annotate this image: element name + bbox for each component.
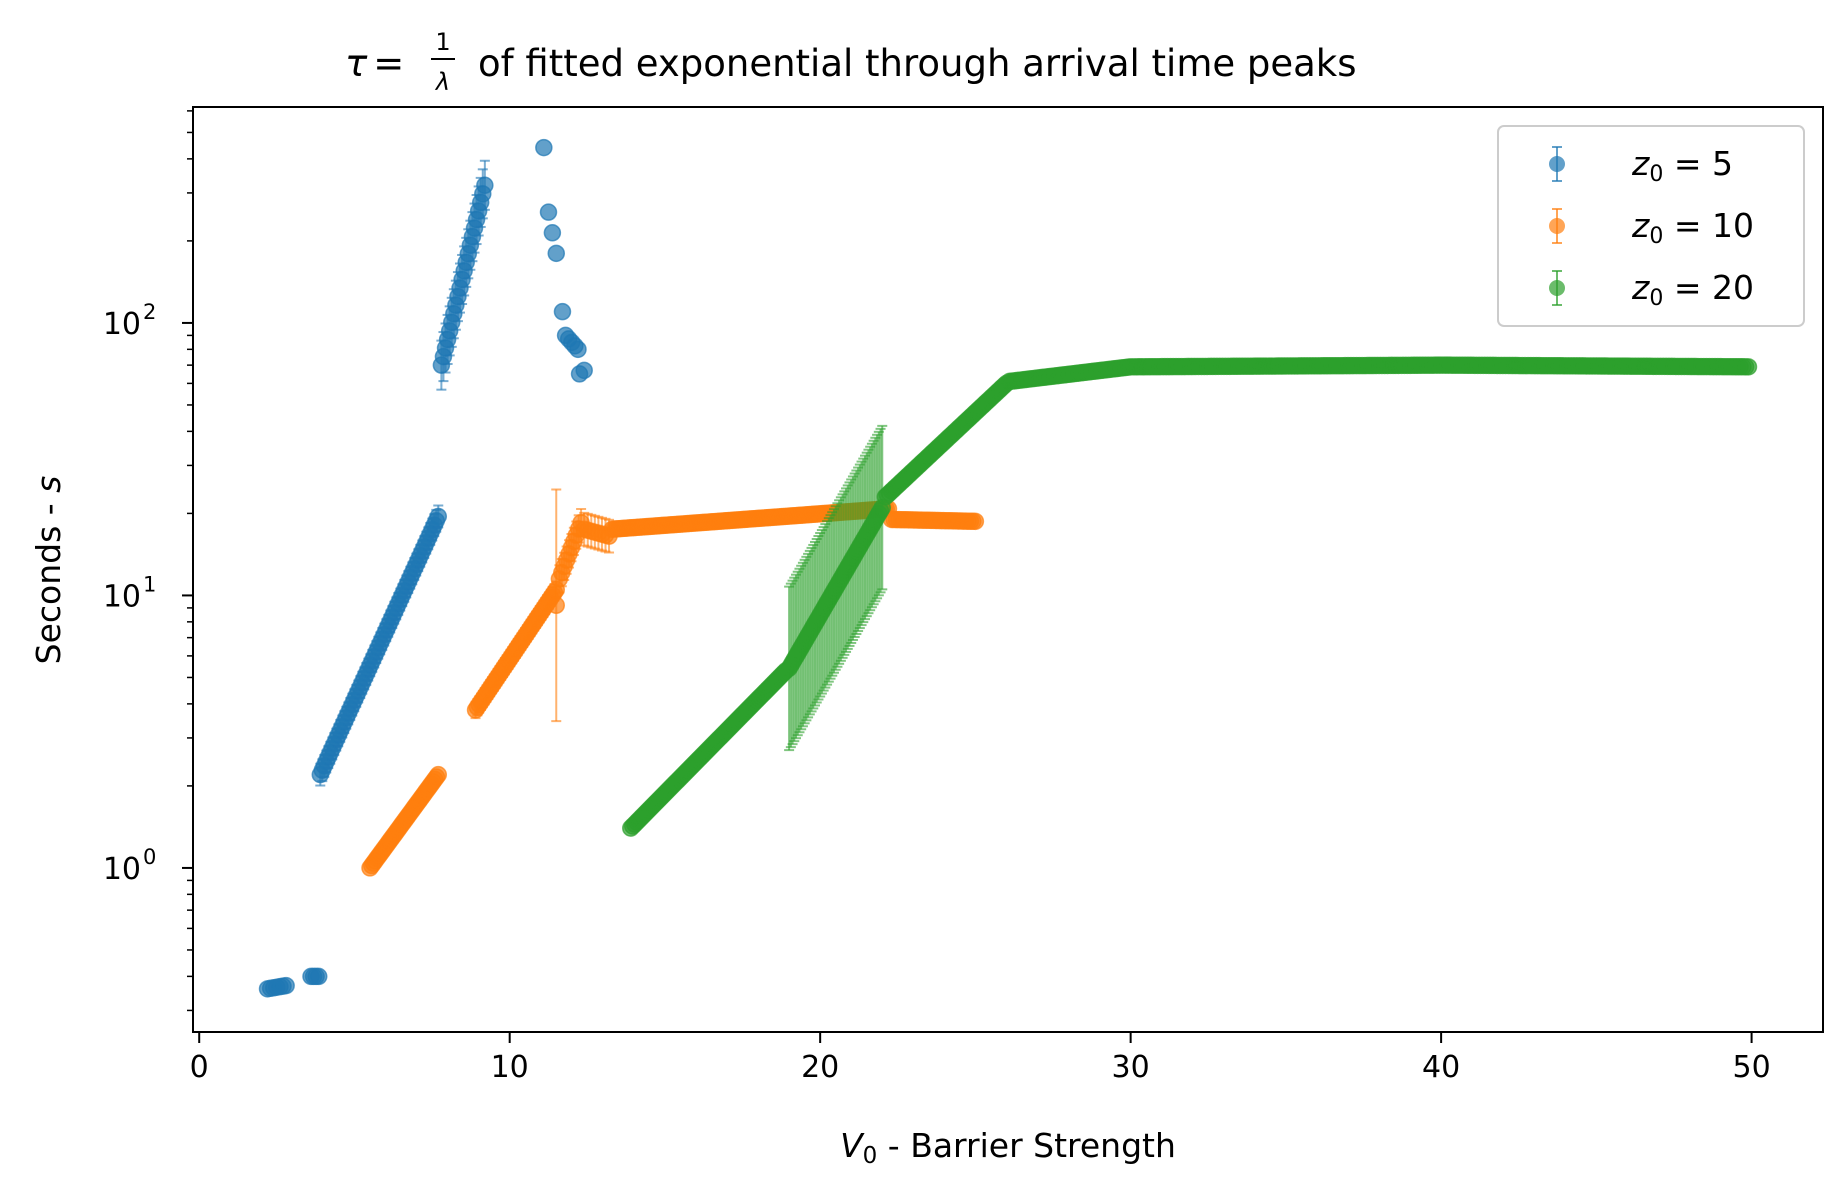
data-point	[429, 765, 448, 784]
title-fraction-numerator: 1	[435, 28, 450, 56]
title-equals: =	[373, 42, 404, 85]
x-tick-label: 40	[1422, 1050, 1460, 1085]
data-marks	[258, 138, 1758, 998]
data-point	[539, 203, 558, 221]
data-point	[535, 138, 553, 157]
x-label-subscript: 0	[863, 1143, 878, 1169]
series-1	[258, 138, 593, 998]
legend-entry-3: z0 = 20	[1549, 268, 1754, 311]
legend-marker	[1549, 156, 1565, 172]
data-point	[966, 512, 985, 531]
legend-marker	[1549, 218, 1565, 234]
legend-label: z0 = 5	[1631, 144, 1733, 187]
legend: z0 = 5 z0 = 10 z0 = 20	[1497, 125, 1805, 327]
data-point	[429, 507, 448, 526]
x-axis-label: V0 - Barrier Strength	[840, 1126, 1176, 1169]
y-axis-label: Seconds - s	[29, 476, 68, 665]
plot-frame	[192, 106, 1824, 1033]
y-tick-label: 10	[103, 579, 141, 614]
legend-label: z0 = 10	[1631, 206, 1754, 249]
x-tick-label: 20	[801, 1050, 839, 1085]
data-point	[476, 176, 494, 195]
y-tick-label: 10	[103, 852, 141, 887]
data-point	[309, 967, 328, 986]
x-label-text: - Barrier Strength	[877, 1126, 1176, 1165]
y-label-unit: s	[29, 476, 68, 493]
x-tick-label: 30	[1112, 1050, 1150, 1085]
y-label-text: Seconds -	[29, 493, 68, 665]
x-label-symbol: V	[840, 1126, 865, 1165]
title-fraction-denominator: λ	[434, 68, 450, 96]
title-tau: τ	[345, 42, 368, 85]
chart-title: τ =	[345, 42, 404, 85]
y-tick-label: 10	[103, 307, 141, 342]
x-axis-ticks: 0 10 20 30 40 50	[190, 1032, 1771, 1085]
y-tick-exponent: 2	[143, 300, 156, 324]
data-point	[1739, 358, 1758, 376]
data-point	[575, 361, 593, 380]
data-point	[547, 244, 566, 263]
legend-entry-1: z0 = 5	[1549, 144, 1733, 187]
x-tick-label: 10	[491, 1050, 529, 1085]
legend-entry-2: z0 = 10	[1549, 206, 1754, 249]
x-tick-label: 0	[190, 1050, 209, 1085]
data-point	[569, 340, 587, 359]
y-tick-exponent: 1	[143, 572, 156, 596]
title-rest: of fitted exponential through arrival ti…	[478, 42, 1357, 85]
legend-box	[1497, 125, 1805, 327]
legend-label: z0 = 20	[1631, 268, 1754, 311]
legend-marker	[1549, 280, 1565, 296]
series-3	[622, 356, 1758, 837]
x-tick-label: 50	[1732, 1050, 1770, 1085]
data-point	[547, 596, 566, 615]
y-tick-exponent: 0	[143, 845, 156, 869]
data-point	[543, 224, 562, 242]
data-point	[277, 976, 295, 995]
data-point	[553, 302, 572, 321]
